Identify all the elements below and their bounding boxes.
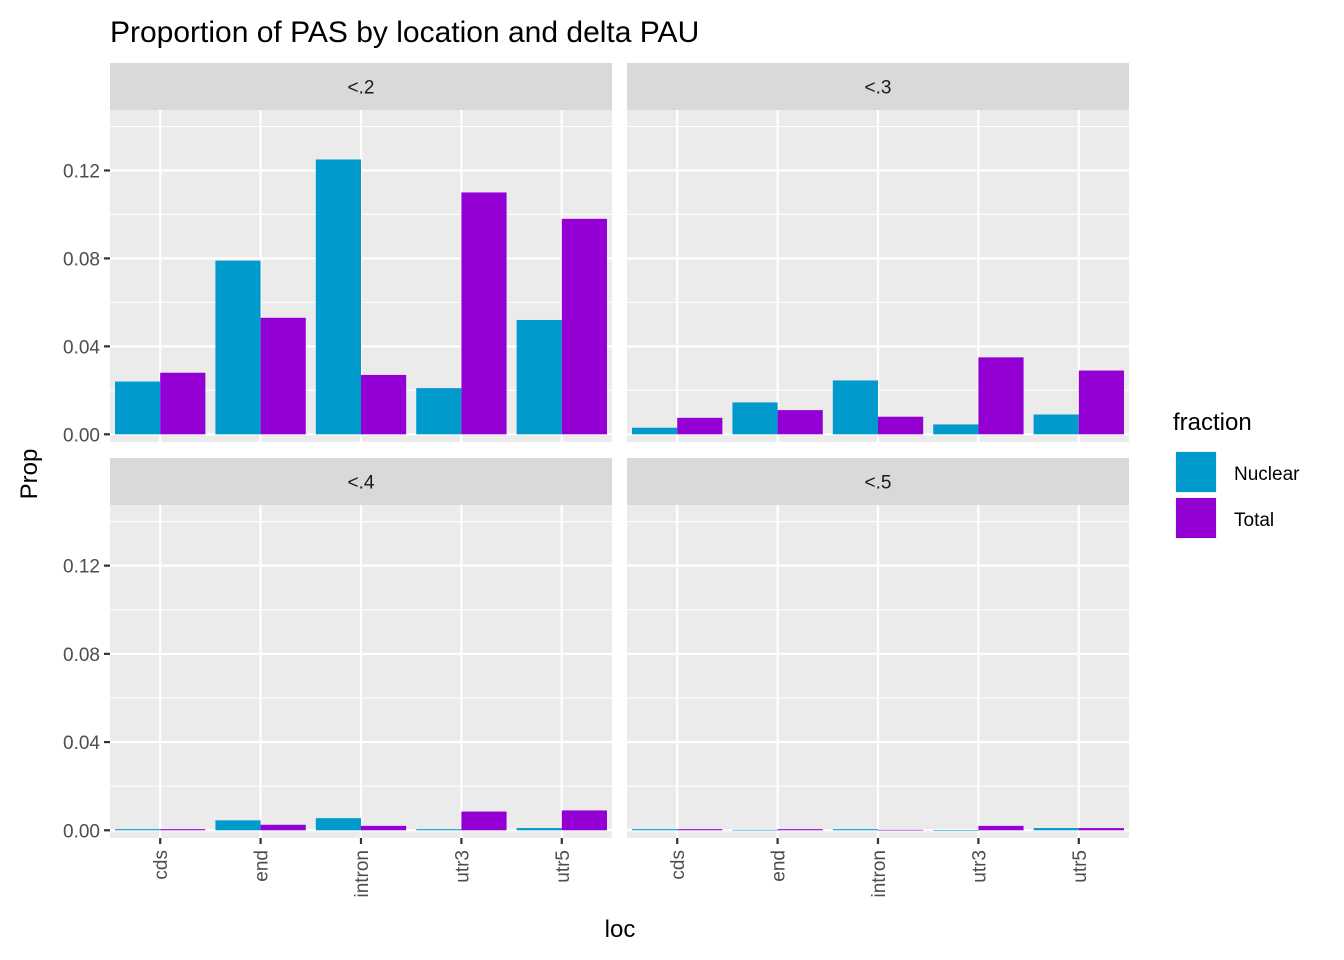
y-tick-label: 0.12: [63, 557, 100, 578]
bar-nuclear-cds: [115, 829, 161, 831]
legend-title: fraction: [1173, 409, 1252, 436]
y-tick-label: 0.04: [63, 733, 100, 754]
bar-nuclear-utr3: [416, 388, 462, 435]
facet-panel: <.3: [627, 63, 1129, 442]
bar-total-utr3: [978, 357, 1024, 435]
facet-strip: [110, 63, 612, 110]
facet-strip: [110, 458, 612, 505]
facet-strip: [627, 458, 1129, 505]
bar-nuclear-intron: [315, 818, 361, 831]
bar-nuclear-intron: [832, 380, 878, 435]
bar-total-cds: [677, 417, 723, 435]
x-tick-label: utr3: [452, 850, 473, 883]
x-axis-title: loc: [605, 916, 636, 943]
legend: fraction Nuclear Total: [1173, 409, 1300, 539]
bar-nuclear-utr3: [933, 424, 979, 435]
bar-total-end: [260, 317, 306, 435]
x-tick-label: end: [769, 850, 790, 882]
bar-total-cds: [677, 829, 723, 831]
bar-total-intron: [878, 416, 924, 435]
bar-total-utr3: [978, 825, 1024, 831]
bar-total-utr3: [461, 192, 507, 435]
bar-total-utr5: [561, 810, 607, 831]
bar-total-intron: [361, 825, 407, 831]
bar-total-intron: [361, 374, 407, 435]
x-tick-label: utr5: [1070, 850, 1091, 883]
bar-nuclear-utr5: [1033, 828, 1079, 831]
facet-strip: [627, 63, 1129, 110]
facet-strip-label: <.3: [865, 78, 892, 99]
bar-total-utr5: [561, 218, 607, 435]
bar-total-end: [777, 829, 823, 831]
facet-strip-label: <.5: [865, 473, 892, 494]
facet-panels: <.2 0.00 0.04 0.08 0.12 <.3 <.4 0.00 0.04 0.08 0.1…: [63, 63, 1129, 898]
facet-strip-label: <.2: [348, 78, 375, 99]
bar-nuclear-end: [215, 820, 261, 831]
bar-nuclear-utr5: [516, 319, 562, 435]
y-tick-label: 0.08: [63, 645, 100, 666]
bar-total-end: [260, 824, 306, 831]
bar-nuclear-end: [215, 260, 261, 435]
legend-label-nuclear: Nuclear: [1234, 464, 1300, 485]
y-tick-label: 0.00: [63, 425, 100, 446]
bar-nuclear-cds: [632, 829, 678, 831]
y-tick-label: 0.08: [63, 249, 100, 270]
y-tick-label: 0.12: [63, 161, 100, 182]
bar-nuclear-utr3: [416, 829, 462, 831]
y-tick-label: 0.00: [63, 821, 100, 842]
bar-nuclear-intron: [315, 159, 361, 435]
facet-panel: <.5 cds end intron utr3 utr5: [627, 458, 1129, 898]
bar-nuclear-utr3: [933, 830, 979, 831]
bar-nuclear-end: [732, 829, 778, 831]
x-tick-label: intron: [869, 850, 890, 898]
bar-nuclear-end: [732, 402, 778, 435]
bar-nuclear-cds: [115, 381, 161, 435]
facet-panel: <.2 0.00 0.04 0.08 0.12: [63, 63, 612, 446]
bar-total-cds: [160, 372, 206, 435]
chart-title: Proportion of PAS by location and delta …: [110, 16, 699, 49]
bar-nuclear-utr5: [516, 828, 562, 831]
y-axis-title: Prop: [16, 449, 43, 500]
bar-total-end: [777, 410, 823, 435]
x-tick-label: utr5: [553, 850, 574, 883]
x-tick-label: end: [252, 850, 273, 882]
bar-total-utr5: [1078, 370, 1124, 435]
legend-swatch-nuclear: [1176, 452, 1216, 492]
bar-nuclear-intron: [832, 829, 878, 831]
facet-strip-label: <.4: [348, 473, 375, 494]
bar-nuclear-cds: [632, 427, 678, 435]
y-tick-label: 0.04: [63, 337, 100, 358]
x-tick-label: utr3: [969, 850, 990, 883]
bar-total-utr5: [1078, 828, 1124, 831]
facet-panel: <.4 0.00 0.04 0.08 0.12 cds end intron utr3 utr5: [63, 458, 612, 898]
x-tick-label: intron: [352, 850, 373, 898]
legend-label-total: Total: [1234, 510, 1274, 531]
bar-total-cds: [160, 829, 206, 831]
bar-total-intron: [878, 829, 924, 831]
x-tick-label: cds: [151, 850, 172, 880]
bar-nuclear-utr5: [1033, 414, 1079, 435]
bar-total-utr3: [461, 811, 507, 831]
x-tick-label: cds: [668, 850, 689, 880]
legend-swatch-total: [1176, 498, 1216, 538]
